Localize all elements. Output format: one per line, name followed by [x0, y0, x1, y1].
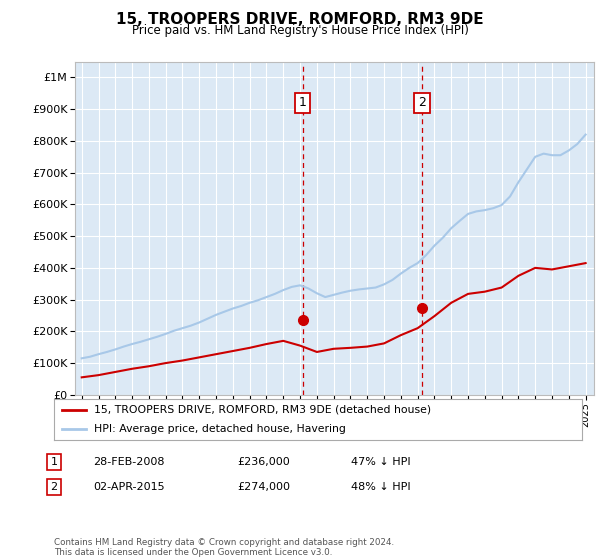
Text: 2: 2 [50, 482, 58, 492]
Text: 48% ↓ HPI: 48% ↓ HPI [351, 482, 410, 492]
Text: £274,000: £274,000 [237, 482, 290, 492]
Text: Price paid vs. HM Land Registry's House Price Index (HPI): Price paid vs. HM Land Registry's House … [131, 24, 469, 36]
Text: HPI: Average price, detached house, Havering: HPI: Average price, detached house, Have… [94, 423, 346, 433]
Text: 15, TROOPERS DRIVE, ROMFORD, RM3 9DE: 15, TROOPERS DRIVE, ROMFORD, RM3 9DE [116, 12, 484, 27]
Text: 47% ↓ HPI: 47% ↓ HPI [351, 457, 410, 467]
Text: 02-APR-2015: 02-APR-2015 [93, 482, 164, 492]
Text: 28-FEB-2008: 28-FEB-2008 [93, 457, 164, 467]
Text: 15, TROOPERS DRIVE, ROMFORD, RM3 9DE (detached house): 15, TROOPERS DRIVE, ROMFORD, RM3 9DE (de… [94, 405, 431, 415]
Text: 1: 1 [50, 457, 58, 467]
Text: 1: 1 [299, 96, 307, 109]
Text: Contains HM Land Registry data © Crown copyright and database right 2024.
This d: Contains HM Land Registry data © Crown c… [54, 538, 394, 557]
Text: £236,000: £236,000 [237, 457, 290, 467]
Text: 2: 2 [418, 96, 426, 109]
